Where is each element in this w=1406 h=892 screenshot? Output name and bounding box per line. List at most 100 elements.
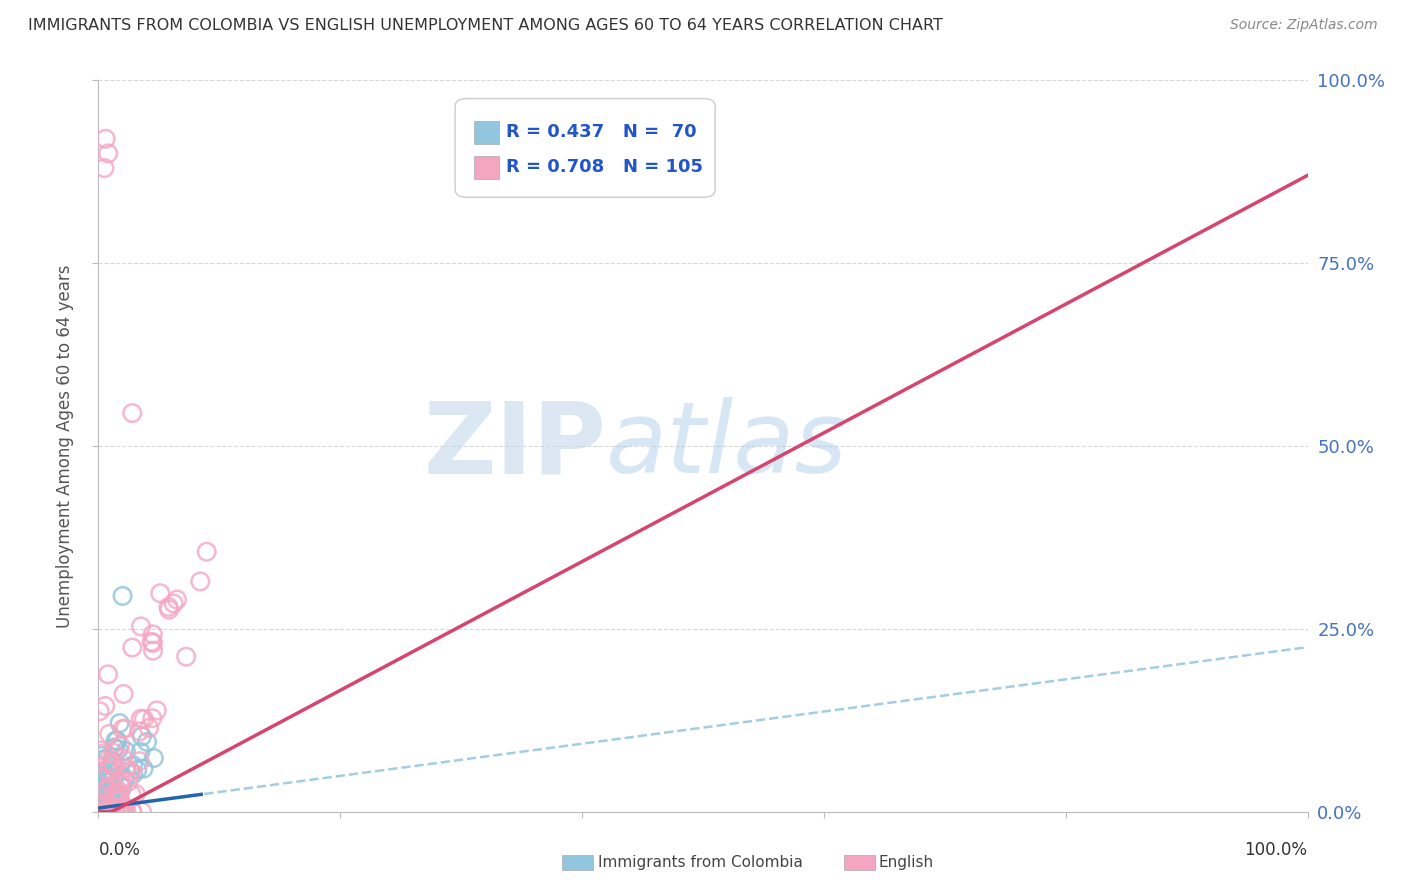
Point [96, 769, 118, 783]
Point [94, 805, 117, 819]
Point [90, 749, 112, 764]
Point [121, 805, 143, 819]
Point [93, 805, 115, 819]
Point [111, 722, 134, 736]
Point [94, 805, 117, 819]
Point [93, 780, 115, 795]
Point [90, 805, 112, 819]
Point [104, 741, 127, 756]
Point [162, 597, 184, 611]
Text: atlas: atlas [606, 398, 848, 494]
Point [141, 635, 163, 649]
Point [90, 785, 112, 799]
Text: Immigrants from Colombia: Immigrants from Colombia [598, 855, 803, 870]
Point [129, 619, 152, 633]
Point [91, 805, 114, 819]
Point [98, 803, 121, 817]
Point [129, 745, 152, 759]
Point [105, 733, 128, 747]
Point [91, 800, 114, 814]
Point [195, 545, 218, 559]
Point [96, 805, 118, 819]
Point [97, 146, 120, 161]
Point [138, 721, 160, 735]
Point [110, 805, 132, 819]
Point [132, 712, 155, 726]
Point [142, 751, 165, 765]
Point [93, 789, 115, 803]
Point [97, 764, 120, 778]
Point [111, 589, 134, 603]
Point [131, 730, 153, 744]
Point [142, 636, 165, 650]
Point [104, 805, 127, 819]
Point [107, 783, 129, 797]
Point [121, 640, 143, 655]
Y-axis label: Unemployment Among Ages 60 to 64 years: Unemployment Among Ages 60 to 64 years [56, 264, 75, 628]
Point [98, 757, 121, 772]
Point [89, 805, 111, 819]
Text: R = 0.437   N =  70: R = 0.437 N = 70 [506, 123, 696, 141]
Point [90, 805, 112, 819]
Point [103, 787, 125, 801]
Point [108, 805, 131, 819]
Text: 0.0%: 0.0% [98, 841, 141, 859]
Point [142, 627, 165, 641]
Point [98, 772, 121, 786]
Point [112, 805, 135, 819]
Point [128, 724, 150, 739]
Point [90, 805, 112, 819]
Point [112, 687, 135, 701]
Point [94, 752, 117, 766]
Point [107, 805, 129, 819]
Point [98, 803, 121, 817]
Point [103, 746, 125, 760]
Point [100, 805, 122, 819]
Point [114, 772, 136, 786]
Point [89, 805, 111, 819]
Point [94, 132, 117, 146]
Point [98, 727, 121, 741]
Point [94, 805, 117, 819]
Point [89, 805, 111, 819]
Point [91, 782, 114, 797]
Point [107, 742, 129, 756]
Point [97, 667, 120, 681]
Point [91, 805, 114, 819]
Point [101, 757, 124, 772]
Point [157, 599, 180, 614]
Point [114, 761, 136, 775]
Point [110, 772, 132, 787]
Point [89, 805, 111, 819]
Point [96, 805, 118, 819]
Text: Source: ZipAtlas.com: Source: ZipAtlas.com [1230, 18, 1378, 32]
Point [89, 800, 111, 814]
Point [93, 805, 115, 819]
Point [97, 780, 120, 795]
Text: R = 0.708   N = 105: R = 0.708 N = 105 [506, 158, 703, 177]
Point [103, 740, 125, 755]
Point [97, 789, 120, 804]
Point [93, 161, 115, 175]
Point [89, 704, 111, 718]
Point [91, 772, 114, 787]
Point [98, 805, 121, 819]
Point [98, 805, 121, 819]
Point [188, 574, 211, 589]
Point [91, 805, 114, 819]
Point [91, 805, 114, 819]
Point [96, 754, 118, 768]
FancyBboxPatch shape [474, 155, 499, 179]
Point [146, 703, 169, 717]
Point [90, 805, 112, 819]
Point [110, 739, 132, 753]
Point [103, 771, 125, 785]
Point [97, 781, 120, 796]
Point [121, 805, 143, 819]
Point [105, 790, 128, 805]
Point [96, 805, 118, 819]
Point [117, 774, 139, 789]
Point [100, 786, 122, 800]
Point [97, 770, 120, 784]
Point [115, 805, 138, 819]
